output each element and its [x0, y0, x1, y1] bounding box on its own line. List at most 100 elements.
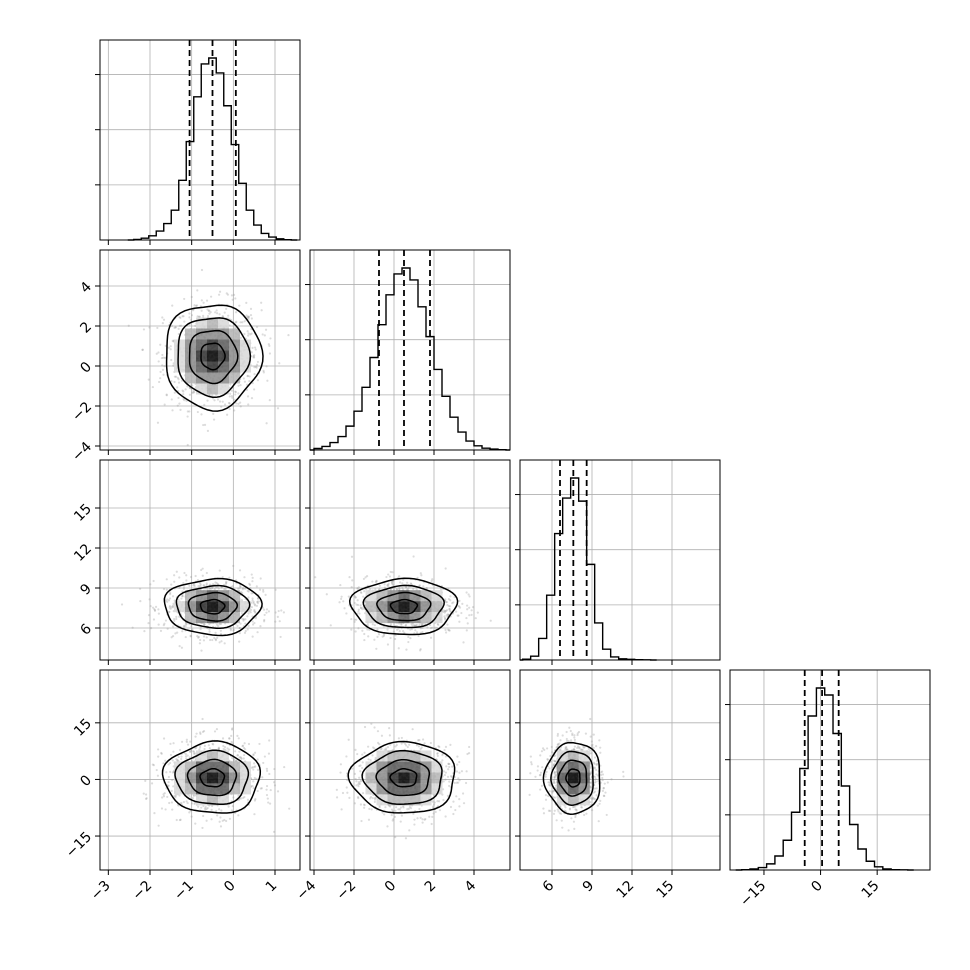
- sample-point: [217, 293, 221, 296]
- density-cell: [218, 361, 229, 373]
- sample-point: [213, 588, 216, 591]
- sample-point: [253, 603, 256, 606]
- contour-line: [199, 598, 226, 615]
- sample-point: [251, 620, 254, 623]
- sample-point: [263, 755, 266, 758]
- sample-point: [408, 829, 411, 832]
- density-cell: [420, 612, 432, 624]
- contour-line: [362, 584, 445, 629]
- sample-point: [176, 404, 179, 407]
- density-cell: [365, 612, 377, 624]
- sample-point: [452, 800, 455, 803]
- sample-point: [248, 583, 252, 586]
- sample-point: [219, 825, 223, 828]
- density-cell: [218, 601, 229, 613]
- sample-point: [178, 645, 181, 648]
- sample-point: [266, 769, 269, 772]
- sample-point: [389, 570, 392, 574]
- sample-point: [230, 389, 234, 392]
- density-cell: [174, 601, 185, 613]
- sample-point: [406, 808, 409, 811]
- sample-point: [265, 784, 269, 788]
- sample-point: [448, 762, 451, 766]
- sample-point: [156, 326, 159, 330]
- sample-point: [447, 629, 451, 632]
- sample-point: [195, 732, 198, 735]
- sample-point: [223, 642, 226, 645]
- sample-point: [152, 579, 155, 583]
- sample-point: [239, 756, 242, 759]
- sample-point: [182, 397, 185, 401]
- density-cell: [229, 612, 240, 624]
- sample-point: [141, 348, 144, 352]
- sample-point: [217, 746, 221, 749]
- density-cell: [376, 750, 388, 762]
- sample-point: [451, 765, 454, 768]
- sample-point: [244, 618, 247, 621]
- sample-point: [201, 730, 205, 733]
- sample-point: [190, 383, 193, 386]
- sample-point: [412, 624, 415, 627]
- sample-point: [566, 748, 569, 751]
- sample-point: [393, 815, 396, 818]
- sample-point: [232, 628, 236, 631]
- sample-point: [437, 745, 440, 748]
- sample-point: [184, 753, 188, 756]
- density-cell: [196, 317, 207, 329]
- sample-point: [237, 737, 240, 740]
- sample-point: [232, 564, 235, 568]
- sample-point: [456, 755, 459, 758]
- density-cell: [420, 590, 432, 602]
- sample-point: [161, 322, 164, 325]
- panel-frame: [729, 669, 931, 871]
- sample-point: [223, 588, 226, 591]
- sample-point: [167, 775, 170, 779]
- histogram-step: [127, 57, 298, 241]
- sample-point: [381, 811, 384, 814]
- sample-point: [203, 807, 206, 810]
- sample-point: [363, 806, 366, 809]
- sample-point: [408, 806, 412, 809]
- sample-point: [401, 586, 404, 590]
- sample-point: [359, 803, 362, 806]
- sample-point: [174, 326, 177, 329]
- sample-point: [409, 807, 413, 810]
- sample-point: [465, 616, 468, 620]
- sample-point: [256, 789, 259, 793]
- sample-point: [196, 410, 199, 414]
- sample-point: [265, 767, 268, 770]
- sample-point: [181, 595, 184, 598]
- sample-point: [395, 806, 398, 809]
- density-cell: [431, 783, 443, 795]
- sample-point: [456, 763, 459, 766]
- sample-point: [260, 301, 263, 304]
- sample-point: [449, 805, 453, 809]
- sample-point: [241, 591, 244, 595]
- sample-point: [251, 576, 254, 579]
- sample-point: [282, 611, 286, 614]
- sample-point: [247, 332, 250, 335]
- sample-point: [218, 808, 221, 811]
- sample-point: [468, 606, 471, 609]
- sample-point: [226, 747, 229, 750]
- sample-point: [208, 628, 211, 631]
- sample-point: [228, 748, 231, 751]
- sample-point: [593, 790, 597, 793]
- sample-point: [356, 599, 359, 602]
- sample-point: [228, 817, 232, 820]
- sample-point: [444, 609, 447, 613]
- sample-point: [261, 776, 264, 779]
- sample-point: [157, 608, 160, 611]
- sample-point: [182, 390, 185, 393]
- sample-point: [361, 791, 365, 795]
- sample-point: [422, 585, 425, 588]
- sample-point: [239, 401, 242, 404]
- contour-line: [161, 740, 262, 814]
- sample-point: [253, 776, 256, 780]
- sample-point: [287, 334, 290, 337]
- sample-point: [175, 615, 178, 618]
- sample-point: [363, 803, 366, 807]
- sample-point: [194, 822, 197, 825]
- sample-point: [419, 572, 422, 575]
- sample-point: [166, 627, 169, 630]
